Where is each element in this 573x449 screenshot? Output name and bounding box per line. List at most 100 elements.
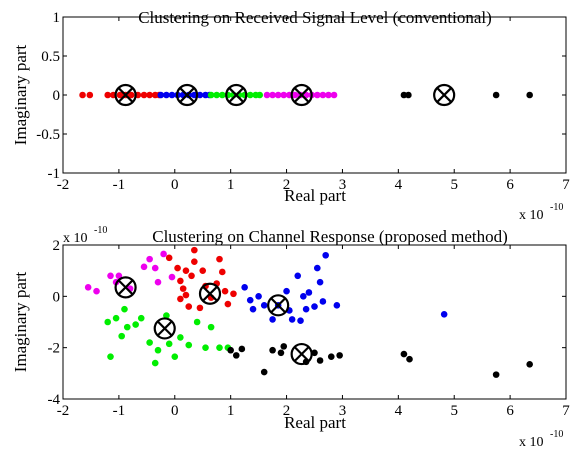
top-y-ticks: 1 0.5 0 -0.5 -1 — [36, 10, 566, 182]
bottom-point-green — [118, 332, 125, 340]
bottom-centroid-markers — [114, 276, 313, 366]
bottom-point-red — [191, 258, 198, 265]
top-point-red — [86, 91, 94, 99]
bottom-point-green — [193, 318, 201, 326]
bottom-centroid-marker — [290, 342, 313, 366]
bottom-point-black — [269, 346, 276, 354]
top-y-tick-label: 0 — [53, 88, 61, 104]
bottom-point-blue — [302, 305, 310, 313]
bottom-point-blue — [311, 303, 318, 310]
bottom-point-green — [165, 340, 173, 348]
bottom-point-blue — [300, 293, 307, 300]
top-y-tick-label: -1 — [48, 166, 61, 182]
bottom-point-magenta — [151, 264, 159, 272]
bottom-centroid-marker — [267, 294, 290, 317]
bottom-point-green — [163, 312, 170, 319]
bottom-y-multiplier-exponent: -10 — [94, 225, 107, 236]
bottom-point-green — [107, 353, 114, 360]
bottom-point-red — [196, 304, 204, 312]
top-x-tick-label: 2 — [283, 177, 291, 193]
bottom-point-magenta — [154, 278, 162, 286]
bottom-point-black — [336, 352, 343, 359]
top-point-magenta — [319, 91, 327, 99]
top-point-magenta — [263, 91, 271, 99]
bottom-y-tick-label: 0 — [53, 289, 61, 305]
top-point-green — [213, 91, 220, 99]
bottom-point-green — [137, 314, 145, 322]
bottom-point-green — [202, 344, 209, 351]
bottom-x-multiplier: x 10 — [519, 435, 544, 449]
bottom-point-black — [280, 343, 288, 350]
bottom-point-blue — [319, 298, 327, 305]
top-point-red — [140, 91, 148, 99]
top-y-tick-label: 0.5 — [41, 49, 60, 65]
bottom-point-blue — [241, 284, 248, 291]
bottom-point-red — [224, 300, 232, 308]
top-x-multiplier: x 10 — [519, 208, 544, 223]
bottom-point-green — [154, 346, 162, 354]
top-point-magenta — [325, 91, 332, 99]
top-point-blue — [157, 91, 165, 99]
bottom-point-red — [174, 264, 181, 272]
top-point-green — [246, 91, 254, 99]
bottom-x-axis-label: Real part — [284, 413, 346, 432]
bottom-y-multiplier: x 10 — [63, 231, 88, 246]
bottom-point-red — [185, 303, 193, 310]
bottom-point-green — [177, 334, 184, 341]
bottom-point-blue — [305, 289, 313, 296]
bottom-y-axis-label: Imaginary part — [11, 271, 30, 372]
bottom-point-red — [221, 287, 229, 295]
top-x-tick-label: 1 — [227, 177, 235, 193]
top-point-black — [492, 91, 500, 99]
bottom-point-green — [207, 323, 215, 331]
bottom-point-blue — [294, 272, 302, 280]
top-point-blue — [185, 91, 193, 99]
bottom-point-red — [165, 254, 173, 262]
bottom-point-green — [151, 359, 159, 367]
bottom-point-green — [171, 353, 179, 360]
bottom-point-magenta — [168, 273, 176, 281]
bottom-point-red — [199, 267, 207, 274]
top-centroid-markers — [114, 83, 456, 107]
bottom-x-ticks: -2 -1 0 1 2 3 4 5 6 7 — [57, 245, 570, 419]
bottom-point-red — [177, 295, 184, 303]
bottom-point-red — [191, 246, 198, 254]
bottom-x-tick-label: 4 — [395, 403, 403, 419]
bottom-point-black — [492, 371, 500, 378]
bottom-x-multiplier-exponent: -10 — [550, 429, 563, 440]
top-point-red — [146, 91, 153, 99]
bottom-x-tick-label: 0 — [171, 403, 179, 419]
bottom-point-green — [185, 341, 193, 349]
bottom-x-tick-label: 1 — [227, 403, 235, 419]
bottom-point-red — [177, 277, 184, 285]
bottom-point-magenta — [93, 287, 100, 295]
bottom-point-blue — [283, 287, 290, 295]
bottom-point-black — [260, 368, 268, 376]
bottom-point-red — [218, 268, 226, 276]
bottom-point-blue — [246, 296, 254, 304]
top-x-tick-label: 3 — [339, 177, 347, 193]
bottom-point-blue — [288, 316, 296, 323]
top-centroid-marker — [433, 83, 456, 107]
bottom-point-blue — [249, 305, 257, 313]
bottom-point-green — [216, 344, 223, 351]
top-x-tick-label: -2 — [57, 177, 70, 193]
top-point-black — [405, 91, 412, 99]
bottom-y-ticks: 2 0 -2 -4 — [48, 238, 566, 408]
top-y-axis-label: Imaginary part — [11, 44, 30, 145]
top-centroid-marker — [175, 83, 199, 107]
bottom-point-magenta — [115, 272, 123, 280]
bottom-point-green — [123, 323, 131, 331]
bottom-x-tick-label: 5 — [450, 403, 458, 419]
bottom-point-red — [182, 291, 190, 299]
top-point-red — [79, 91, 86, 99]
bottom-point-blue — [440, 311, 448, 318]
top-data-points — [79, 91, 533, 99]
top-chart-title: Clustering on Received Signal Level (con… — [138, 8, 492, 27]
top-point-blue — [168, 91, 176, 99]
bottom-point-black — [526, 361, 533, 368]
bottom-point-red — [230, 290, 237, 298]
bottom-point-blue — [333, 302, 341, 309]
bottom-plot-frame — [62, 244, 567, 400]
